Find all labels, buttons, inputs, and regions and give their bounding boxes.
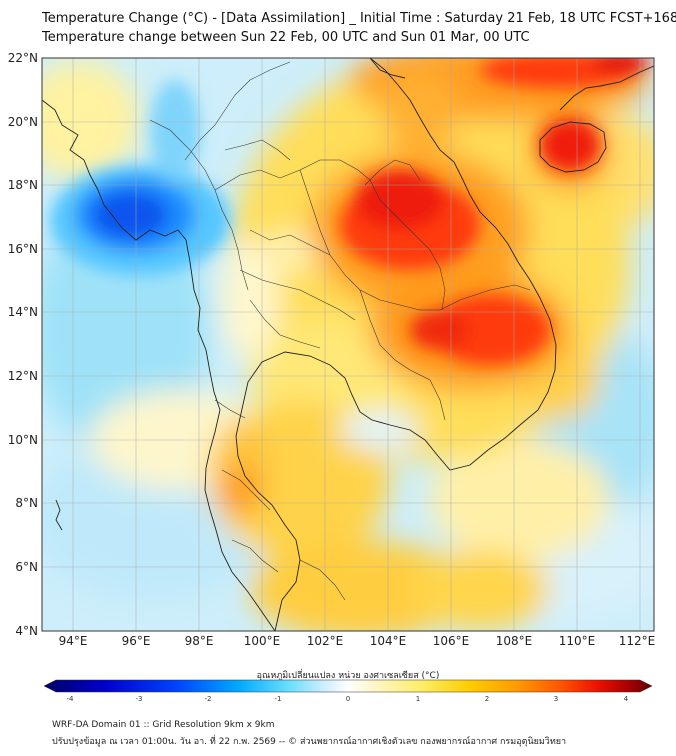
footer-credit: ปรับปรุงข้อมูล ณ เวลา 01:00น. วัน อา. ที…	[52, 737, 567, 747]
lat-label: 20°N	[8, 115, 38, 129]
footer-model-info: WRF-DA Domain 01 :: Grid Resolution 9km …	[52, 720, 275, 730]
lon-label: 104°E	[370, 634, 407, 648]
lat-label: 10°N	[8, 433, 38, 447]
colorbar-ticks: -4 -3 -2 -1 0 1 2 3 4	[67, 695, 629, 703]
lat-label: 14°N	[8, 305, 38, 319]
lon-label: 110°E	[559, 634, 596, 648]
colorbar-tick: -4	[67, 695, 75, 703]
colorbar-tick: -3	[136, 695, 143, 703]
lat-label: 22°N	[8, 51, 38, 65]
lon-label: 100°E	[244, 634, 281, 648]
colorbar-tick: 3	[554, 695, 558, 703]
borders	[149, 61, 531, 601]
colorbar-title: อุณหภูมิเปลี่ยนแปลง หน่วย องศาเซลเซียส (…	[257, 668, 440, 681]
lat-label: 6°N	[15, 560, 38, 574]
lon-label: 112°E	[619, 634, 656, 648]
coastlines	[42, 58, 654, 631]
lat-label: 8°N	[15, 496, 38, 510]
lat-label: 12°N	[8, 369, 38, 383]
lon-label: 98°E	[185, 634, 214, 648]
lon-label: 108°E	[496, 634, 533, 648]
map-title-line1: Temperature Change (°C) - [Data Assimila…	[42, 11, 676, 26]
colorbar-tick: 0	[346, 695, 350, 703]
lon-label: 102°E	[307, 634, 344, 648]
lon-label: 94°E	[59, 634, 88, 648]
map-title-line2: Temperature change between Sun 22 Feb, 0…	[42, 30, 530, 45]
colorbar-tick: -2	[205, 695, 212, 703]
colorbar-tick: 4	[624, 695, 629, 703]
colorbar	[43, 679, 653, 693]
lat-label: 16°N	[8, 242, 38, 256]
lon-label: 96°E	[122, 634, 151, 648]
lon-axis: 94°E 96°E 98°E 100°E 102°E 104°E 106°E 1…	[59, 634, 656, 648]
lon-label: 106°E	[433, 634, 470, 648]
colorbar-tick: 2	[485, 695, 489, 703]
lat-label: 4°N	[15, 624, 38, 638]
plot-frame	[41, 57, 655, 632]
lat-axis: 22°N 20°N 18°N 16°N 14°N 12°N 10°N 8°N 6…	[8, 51, 38, 638]
temperature-field	[42, 58, 654, 631]
lat-label: 18°N	[8, 178, 38, 192]
colorbar-tick: -1	[275, 695, 282, 703]
colorbar-tick: 1	[416, 695, 420, 703]
